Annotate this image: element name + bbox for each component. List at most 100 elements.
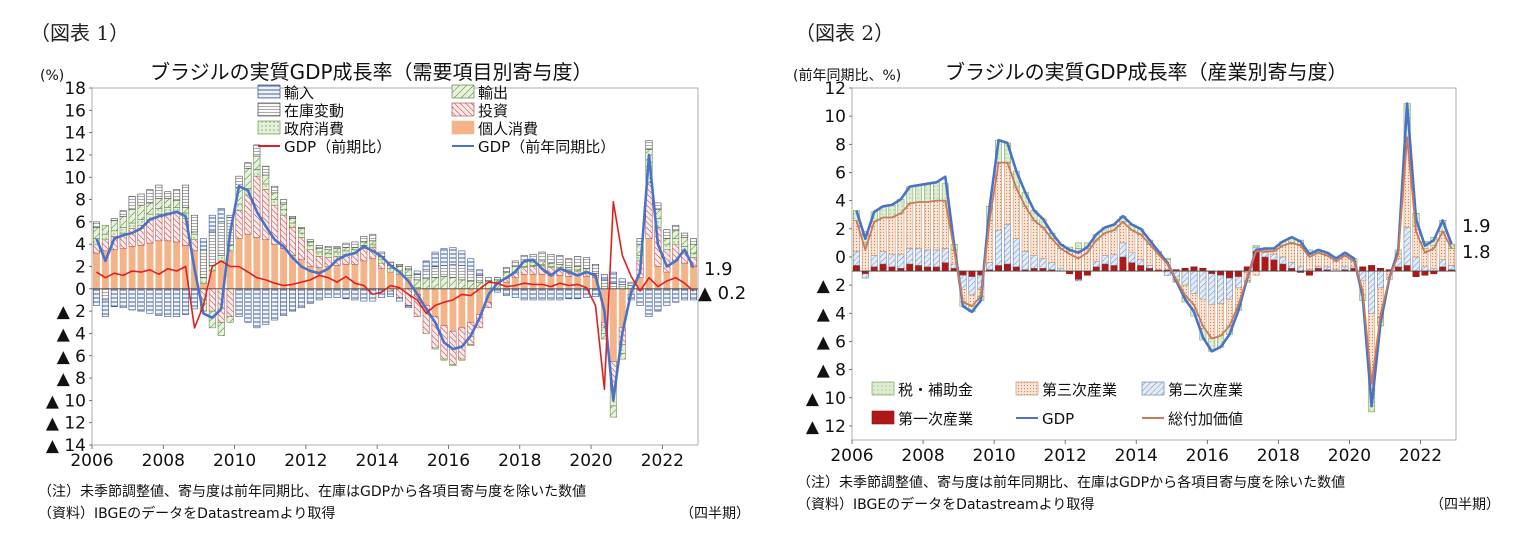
- x-tick-label: 2012: [1044, 446, 1087, 466]
- series-在庫変動: [92, 140, 698, 301]
- bar: [173, 200, 181, 208]
- bar: [449, 247, 457, 265]
- bar: [941, 262, 949, 272]
- bar: [360, 288, 368, 302]
- bar: [208, 310, 216, 329]
- chart1-end-label-qoq: ▲ 0.2: [698, 283, 746, 304]
- bar: [932, 182, 940, 201]
- bar: [995, 265, 1003, 272]
- bar: [1012, 238, 1020, 268]
- bar: [128, 209, 136, 224]
- x-tick-label: 2014: [1115, 446, 1158, 466]
- bar: [1270, 259, 1278, 272]
- bar: [342, 247, 350, 252]
- bar: [155, 240, 163, 290]
- bar: [1377, 270, 1384, 289]
- bar: [297, 232, 305, 238]
- bar: [1119, 242, 1127, 258]
- bar: [137, 219, 145, 226]
- bar: [369, 240, 377, 245]
- bar: [600, 279, 608, 290]
- x-tick-label: 2018: [1257, 446, 1300, 466]
- bar: [253, 237, 261, 290]
- bar: [502, 288, 510, 296]
- bar: [342, 288, 350, 300]
- bar: [146, 202, 154, 215]
- bar: [164, 207, 172, 214]
- x-tick-label: 2020: [569, 451, 612, 471]
- bar: [360, 236, 368, 243]
- bar: [431, 288, 439, 317]
- bar: [440, 248, 448, 266]
- bar: [529, 253, 537, 263]
- bar: [690, 252, 698, 258]
- bar: [1270, 253, 1278, 261]
- bar: [1412, 256, 1420, 272]
- bar: [119, 248, 127, 290]
- bar: [422, 260, 430, 271]
- bar: [262, 165, 270, 176]
- x-tick-label: 2022: [1399, 446, 1442, 466]
- y-tick-label: ▲ 8: [57, 369, 86, 389]
- y-tick-label: ▲ 8: [817, 361, 846, 381]
- bar: [333, 251, 341, 257]
- bar: [369, 258, 377, 290]
- bar: [404, 266, 412, 271]
- bar: [164, 198, 172, 208]
- bar: [173, 241, 181, 290]
- bar: [199, 238, 207, 251]
- legend-swatch: [451, 84, 475, 99]
- bar: [1448, 248, 1456, 266]
- bar: [681, 232, 689, 238]
- bar: [861, 273, 869, 279]
- bar: [1208, 273, 1216, 306]
- bar: [1359, 266, 1367, 272]
- bar: [574, 266, 582, 271]
- y-tick-label: 0: [835, 248, 846, 268]
- bar: [164, 240, 172, 290]
- bar: [137, 245, 145, 290]
- bar: [1137, 259, 1145, 266]
- bar: [422, 305, 430, 334]
- bar: [137, 193, 145, 206]
- bar: [378, 262, 386, 269]
- bar: [404, 305, 412, 309]
- bar: [137, 204, 145, 220]
- bar: [110, 218, 118, 222]
- bar: [1279, 256, 1287, 265]
- bar: [119, 210, 127, 217]
- bar: [191, 231, 198, 235]
- bar: [986, 262, 994, 270]
- bar: [458, 265, 466, 281]
- bar: [217, 322, 225, 336]
- bar: [897, 213, 905, 255]
- x-tick-label: 2008: [901, 446, 944, 466]
- bar: [431, 347, 439, 350]
- bar: [1368, 265, 1376, 272]
- bar: [440, 358, 448, 361]
- bar: [1101, 263, 1109, 272]
- bar: [306, 241, 314, 246]
- bar: [306, 288, 314, 304]
- bar: [333, 246, 341, 249]
- bar: [1030, 255, 1038, 269]
- bar: [1332, 260, 1340, 270]
- bar: [663, 229, 671, 239]
- bar: [101, 299, 109, 317]
- bar: [351, 241, 359, 248]
- bar: [271, 288, 279, 321]
- y-tick-label: ▲ 6: [57, 347, 86, 367]
- bar: [297, 227, 305, 229]
- bar: [1003, 162, 1011, 225]
- bar: [333, 248, 341, 253]
- bar: [431, 251, 439, 267]
- bar: [449, 277, 457, 290]
- y-tick-label: 12: [824, 79, 846, 99]
- bar: [351, 264, 359, 290]
- y-tick-label: 6: [835, 163, 846, 183]
- bar: [1359, 270, 1367, 282]
- bar: [92, 252, 100, 290]
- bar: [413, 279, 421, 288]
- bar: [556, 275, 564, 290]
